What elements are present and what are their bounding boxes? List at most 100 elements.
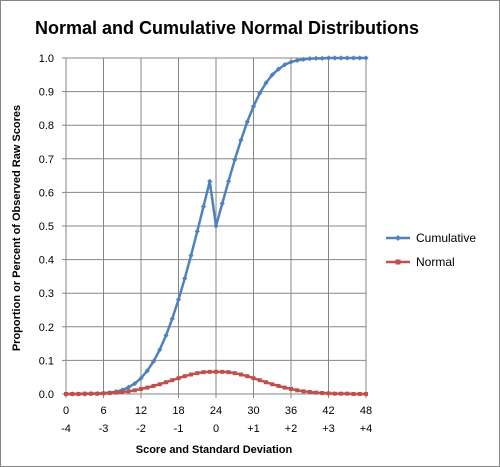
data-point-cumulative	[194, 228, 200, 234]
data-point-cumulative	[138, 375, 144, 381]
x-tick-label: 36	[285, 405, 297, 417]
data-point-cumulative	[332, 55, 338, 61]
data-point-normal	[101, 391, 106, 396]
data-point-normal	[214, 369, 218, 374]
x-tick-label-sd: 0	[213, 423, 219, 435]
data-point-normal	[189, 372, 193, 377]
x-tick-label: 48	[360, 405, 372, 417]
data-point-normal	[207, 369, 212, 374]
x-tick-label: 30	[247, 405, 259, 417]
data-point-normal	[195, 371, 200, 376]
data-point-cumulative	[119, 387, 125, 393]
x-tick-label: 42	[322, 405, 334, 417]
data-point-normal	[114, 390, 118, 395]
x-tick-label: 18	[172, 405, 184, 417]
data-point-normal	[332, 391, 337, 396]
data-point-normal	[157, 382, 162, 387]
y-tick-label: 0.0	[39, 389, 54, 401]
data-point-normal	[345, 391, 350, 396]
x-tick-label: 12	[135, 405, 147, 417]
data-point-normal	[201, 370, 206, 375]
data-point-cumulative	[225, 178, 232, 184]
data-point-normal	[245, 374, 250, 379]
y-tick-labels: 0.0 0.1 0.2 0.3 0.4 0.5 0.6 0.7 0.8 0.9 1.0	[39, 53, 54, 401]
data-point-normal	[301, 389, 306, 394]
data-point-cumulative	[219, 200, 225, 207]
data-point-normal	[82, 391, 87, 396]
x-tick-labels: 0 -4 6 -3 12 -2 18 -1 24 0 30 +1 36 +2 42 +3 48 +4	[61, 405, 372, 435]
y-tick-label: 0.8	[39, 120, 54, 132]
data-point-normal	[264, 380, 268, 385]
data-point-cumulative	[300, 56, 307, 62]
data-point-cumulative	[350, 55, 357, 61]
data-point-normal	[257, 378, 262, 383]
x-tick-label-sd: +3	[322, 423, 335, 435]
y-tick-label: 1.0	[39, 53, 54, 65]
axes	[62, 57, 367, 398]
data-point-cumulative	[250, 103, 257, 109]
y-tick-label: 0.5	[39, 221, 54, 233]
series-layer	[63, 55, 369, 397]
data-point-normal	[351, 392, 356, 396]
data-point-normal	[289, 386, 293, 391]
data-point-normal	[295, 388, 300, 393]
data-point-normal	[89, 391, 93, 396]
legend-marker-normal	[395, 259, 401, 265]
legend-marker-cumulative	[395, 235, 401, 241]
data-point-cumulative	[282, 62, 288, 68]
legend-item-normal: Normal	[386, 255, 455, 269]
y-tick-label: 0.4	[39, 255, 54, 267]
data-point-normal	[164, 380, 168, 385]
data-point-cumulative	[357, 55, 363, 61]
legend: Cumulative Normal	[386, 231, 476, 269]
grid	[65, 57, 367, 395]
data-point-cumulative	[294, 57, 300, 63]
legend-item-cumulative: Cumulative	[386, 231, 476, 245]
data-point-cumulative	[163, 332, 169, 339]
data-point-normal	[139, 386, 143, 391]
data-point-cumulative	[232, 157, 238, 163]
data-point-cumulative	[157, 347, 163, 353]
chart-title: Normal and Cumulative Normal Distributio…	[35, 18, 419, 38]
data-point-cumulative	[175, 296, 182, 303]
data-point-normal	[276, 383, 281, 388]
x-tick-label-sd: -2	[136, 423, 146, 435]
data-point-cumulative	[263, 80, 269, 86]
data-point-normal	[64, 392, 68, 396]
y-axis-title: Proportion or Percent of Observed Raw Sc…	[11, 105, 23, 351]
data-point-normal	[239, 372, 243, 377]
data-point-normal	[145, 385, 150, 390]
x-tick-label-sd: +1	[247, 423, 260, 435]
data-point-cumulative	[344, 55, 350, 61]
data-point-cumulative	[269, 72, 275, 78]
data-point-normal	[107, 390, 112, 395]
legend-label-normal: Normal	[416, 255, 455, 269]
data-point-normal	[132, 388, 137, 393]
data-point-normal	[326, 391, 331, 396]
data-point-normal	[270, 382, 275, 387]
y-tick-label: 0.1	[39, 355, 54, 367]
data-point-normal	[76, 392, 81, 396]
data-point-cumulative	[307, 56, 313, 62]
data-point-cumulative	[238, 137, 244, 143]
series-normal	[64, 369, 368, 396]
data-point-cumulative	[325, 55, 332, 61]
y-tick-label: 0.2	[39, 322, 54, 334]
data-point-cumulative	[244, 119, 250, 125]
data-point-normal	[120, 389, 125, 394]
x-tick-label-sd: +4	[360, 423, 373, 435]
x-tick-label-sd: -4	[61, 423, 71, 435]
data-point-cumulative	[188, 252, 194, 259]
y-tick-label: 0.7	[39, 154, 54, 166]
y-tick-label: 0.9	[39, 87, 54, 99]
data-point-normal	[357, 392, 362, 396]
data-point-normal	[220, 369, 225, 374]
data-point-normal	[226, 370, 231, 375]
data-point-cumulative	[319, 55, 325, 61]
data-point-cumulative	[213, 223, 219, 229]
x-axis-title: Score and Standard Deviation	[136, 444, 293, 456]
data-point-normal	[282, 385, 287, 390]
y-tick-label: 0.6	[39, 187, 54, 199]
